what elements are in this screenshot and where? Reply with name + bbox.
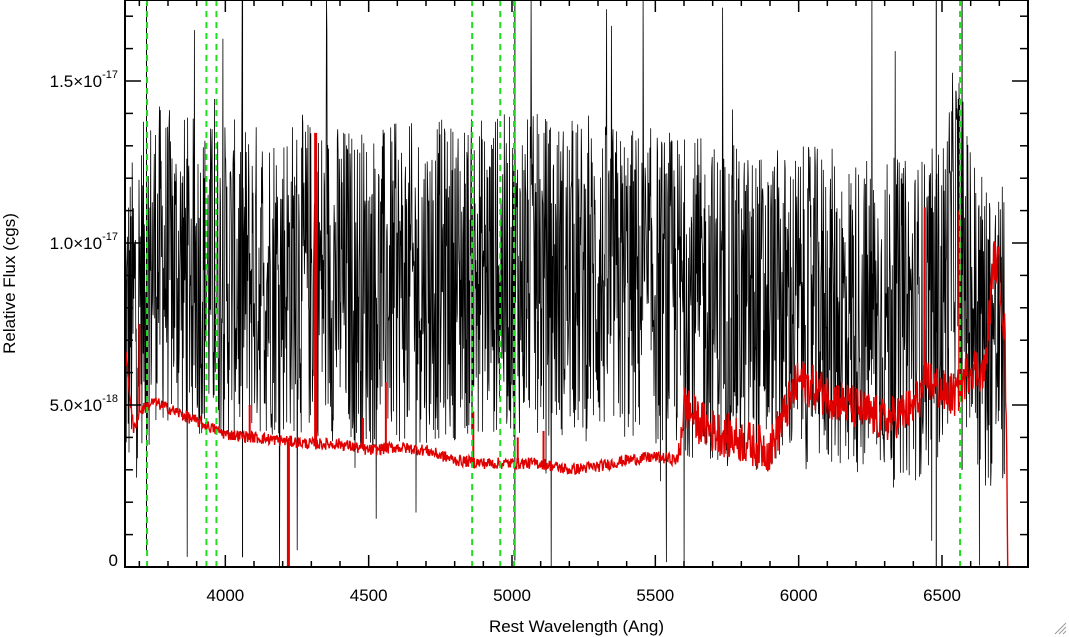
x-axis-title: Rest Wavelength (Ang) [489,617,664,636]
bottom-mask [0,568,1069,637]
y-tick-label: 0 [109,551,118,570]
observed-spectrum-line [124,0,1006,576]
x-tick-label: 5000 [493,586,531,605]
y-tick-exponent: -17 [102,231,118,243]
x-tick-label: 4500 [350,586,388,605]
x-tick-label: 5500 [636,586,674,605]
model-spectrum-line [124,241,1009,587]
x-tick-label: 6500 [923,586,961,605]
y-tick-exponent: -18 [102,393,118,405]
y-tick-label: 5.0×10-18 [50,393,118,415]
x-tick-label: 4000 [206,586,244,605]
y-tick-label: 1.0×10-17 [50,231,118,253]
y-tick-label: 1.5×10-17 [50,69,118,91]
resize-grip-icon[interactable] [1053,621,1067,635]
y-tick-exponent: -17 [102,69,118,81]
x-tick-label: 6000 [780,586,818,605]
y-axis-title: Relative Flux (cgs) [0,213,19,354]
plot-frame [124,0,1029,568]
